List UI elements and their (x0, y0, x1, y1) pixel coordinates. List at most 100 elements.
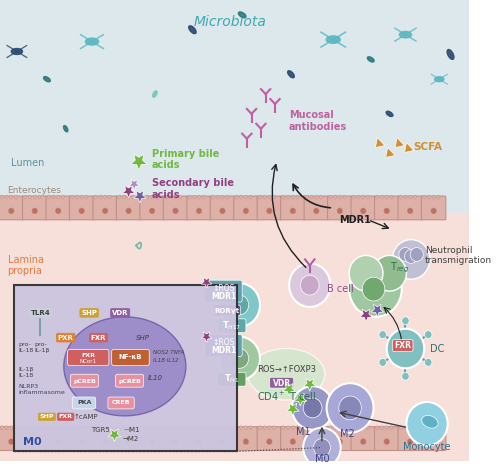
Circle shape (410, 247, 424, 261)
Circle shape (266, 439, 272, 445)
Ellipse shape (108, 426, 111, 430)
Text: ↕ROS: ↕ROS (212, 338, 234, 347)
Text: FXR: FXR (58, 414, 72, 419)
Circle shape (8, 439, 14, 445)
Circle shape (230, 349, 248, 368)
Ellipse shape (296, 195, 299, 199)
Text: Monocyte: Monocyte (404, 442, 451, 452)
Ellipse shape (422, 415, 438, 428)
Ellipse shape (288, 71, 294, 78)
Ellipse shape (286, 426, 290, 430)
Ellipse shape (118, 195, 120, 199)
Ellipse shape (414, 426, 416, 430)
Ellipse shape (343, 426, 346, 430)
Circle shape (349, 261, 402, 317)
Ellipse shape (423, 426, 426, 430)
Ellipse shape (10, 426, 12, 430)
Ellipse shape (235, 426, 238, 430)
Text: T$_{H17}$: T$_{H17}$ (222, 320, 242, 332)
Ellipse shape (428, 426, 430, 430)
Circle shape (379, 331, 386, 339)
Ellipse shape (282, 426, 285, 430)
Text: M2: M2 (340, 429, 354, 439)
Ellipse shape (268, 426, 271, 430)
Text: pCREB: pCREB (118, 379, 141, 384)
Ellipse shape (193, 195, 196, 199)
Ellipse shape (366, 426, 370, 430)
Ellipse shape (272, 195, 276, 199)
Ellipse shape (76, 426, 78, 430)
Text: M1: M1 (296, 427, 310, 437)
Ellipse shape (142, 195, 144, 199)
Ellipse shape (272, 426, 276, 430)
Polygon shape (134, 191, 146, 203)
Polygon shape (201, 332, 212, 343)
Circle shape (300, 275, 319, 295)
Ellipse shape (357, 195, 360, 199)
FancyBboxPatch shape (187, 196, 211, 220)
Text: pCREB: pCREB (73, 379, 96, 384)
Circle shape (339, 396, 361, 420)
FancyBboxPatch shape (70, 196, 94, 220)
Circle shape (8, 208, 14, 214)
Circle shape (349, 255, 383, 291)
Ellipse shape (188, 26, 196, 34)
Ellipse shape (57, 426, 59, 430)
Polygon shape (122, 185, 135, 198)
FancyBboxPatch shape (116, 374, 143, 387)
FancyBboxPatch shape (72, 397, 96, 409)
Ellipse shape (34, 195, 36, 199)
Ellipse shape (329, 426, 332, 430)
FancyBboxPatch shape (351, 196, 376, 220)
Text: Lamina
propria: Lamina propria (8, 254, 44, 276)
Circle shape (172, 439, 178, 445)
FancyBboxPatch shape (422, 427, 446, 451)
FancyBboxPatch shape (218, 372, 246, 386)
Ellipse shape (156, 195, 158, 199)
Text: VDR: VDR (272, 379, 290, 388)
Circle shape (384, 439, 390, 445)
Polygon shape (286, 403, 299, 416)
Text: DC: DC (430, 343, 444, 354)
Circle shape (402, 372, 409, 380)
Text: ROS→↑FOXP3: ROS→↑FOXP3 (257, 365, 316, 374)
FancyBboxPatch shape (140, 196, 164, 220)
Ellipse shape (292, 195, 294, 199)
Text: PKA: PKA (78, 400, 92, 405)
Circle shape (314, 439, 330, 456)
Ellipse shape (221, 195, 224, 199)
Ellipse shape (390, 195, 393, 199)
Ellipse shape (212, 195, 214, 199)
Text: SHP: SHP (136, 335, 150, 341)
Polygon shape (404, 143, 414, 152)
Ellipse shape (268, 195, 271, 199)
Text: Neutrophil
transmigration: Neutrophil transmigration (425, 246, 492, 265)
Ellipse shape (258, 426, 262, 430)
Circle shape (337, 208, 342, 214)
Text: Primary bile
acids: Primary bile acids (152, 149, 220, 170)
Ellipse shape (38, 426, 41, 430)
Ellipse shape (48, 426, 50, 430)
Ellipse shape (286, 195, 290, 199)
Ellipse shape (85, 195, 88, 199)
Text: SHP: SHP (81, 310, 97, 316)
FancyBboxPatch shape (140, 427, 164, 451)
Ellipse shape (52, 426, 55, 430)
Circle shape (362, 277, 385, 301)
Ellipse shape (447, 49, 454, 59)
Ellipse shape (437, 195, 440, 199)
Ellipse shape (80, 426, 83, 430)
FancyBboxPatch shape (164, 427, 188, 451)
FancyBboxPatch shape (14, 285, 236, 452)
Circle shape (384, 208, 390, 214)
Text: pro-
IL-18: pro- IL-18 (19, 342, 34, 353)
Circle shape (386, 329, 424, 368)
FancyBboxPatch shape (70, 427, 94, 451)
Circle shape (303, 428, 341, 466)
Ellipse shape (320, 195, 322, 199)
Ellipse shape (409, 426, 412, 430)
Ellipse shape (14, 426, 18, 430)
Ellipse shape (400, 426, 402, 430)
FancyBboxPatch shape (0, 427, 24, 451)
FancyBboxPatch shape (351, 427, 376, 451)
